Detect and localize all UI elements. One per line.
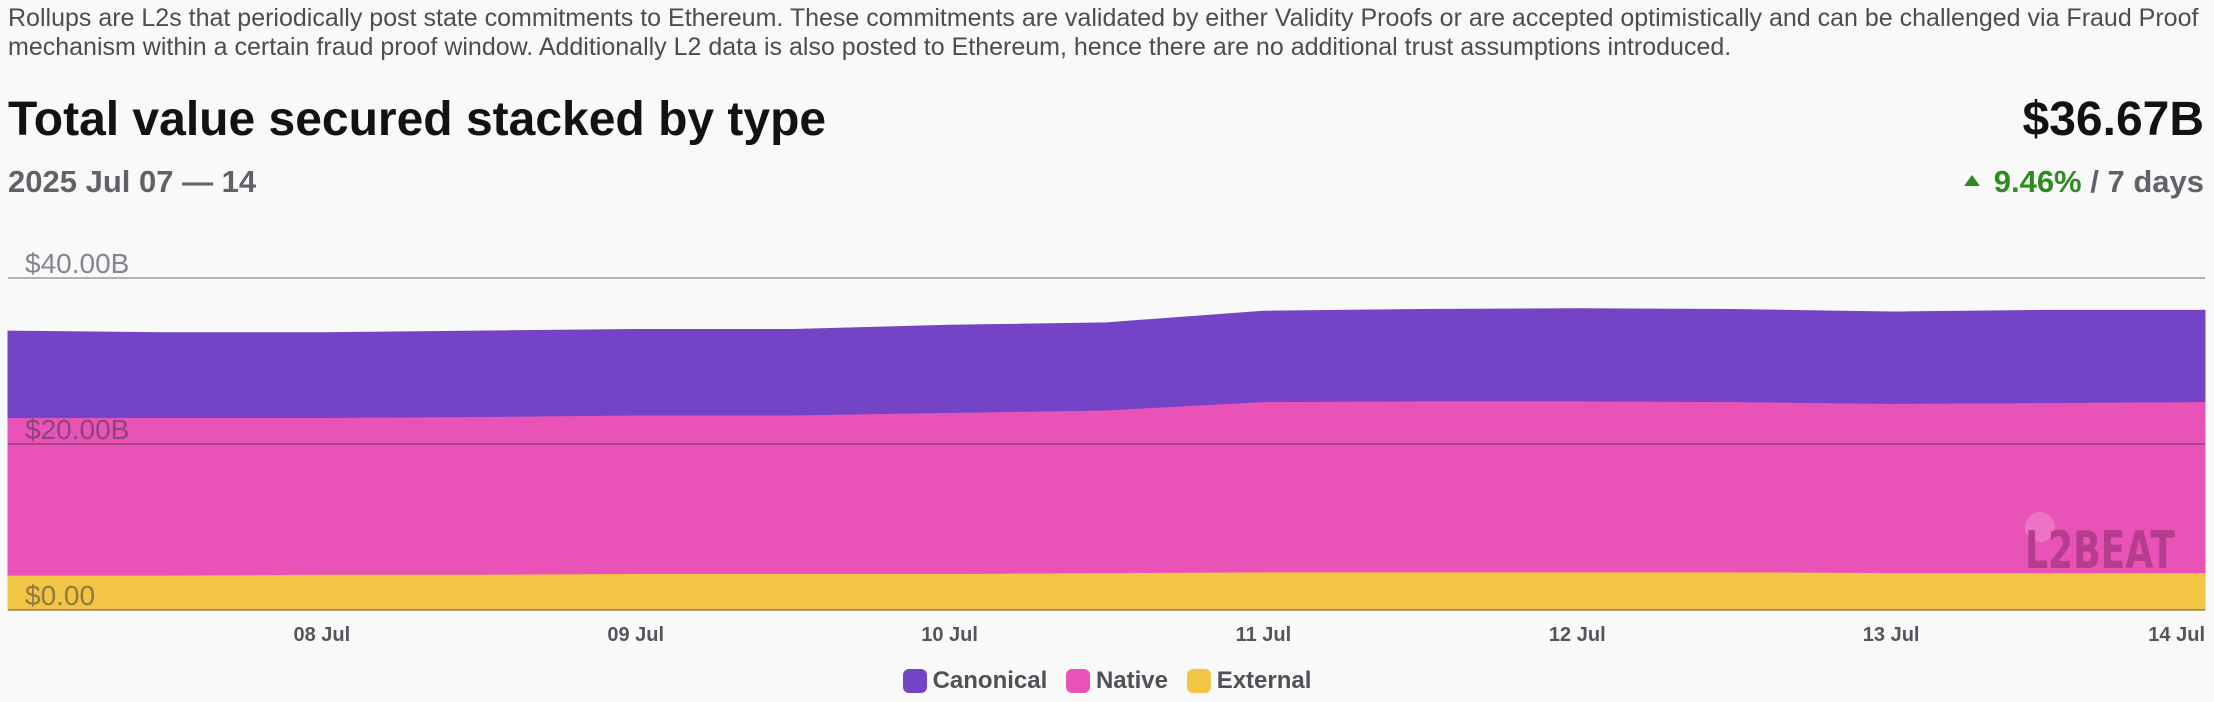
y-tick-label: $0.00	[25, 580, 95, 611]
date-range: 2025 Jul 07 — 14	[8, 164, 257, 199]
x-tick-label: 11 Jul	[1236, 624, 1292, 646]
legend-item-native[interactable]: Native	[1065, 666, 1169, 696]
change-period: / 7 days	[2090, 164, 2204, 199]
legend-item-canonical[interactable]: Canonical	[902, 666, 1048, 696]
x-tick-label: 08 Jul	[294, 624, 351, 646]
change-summary: 9.46% / 7 days	[1963, 163, 2204, 201]
description: Rollups are L2s that periodically post s…	[8, 4, 2199, 61]
x-tick-label: 09 Jul	[607, 624, 664, 646]
x-tick-label: 12 Jul	[1549, 624, 1606, 646]
native-swatch	[1065, 669, 1090, 693]
external-swatch	[1186, 669, 1211, 693]
svg-text:L2BEAT: L2BEAT	[2025, 521, 2175, 581]
legend-label-native: Native	[1095, 667, 1169, 694]
y-tick-label: $20.00B	[25, 414, 129, 445]
x-tick-label: 10 Jul	[921, 624, 978, 646]
area-native	[7, 400, 2206, 576]
change-percent: 9.46%	[1993, 164, 2082, 199]
area-canonical	[7, 308, 2206, 418]
canonical-swatch	[902, 669, 927, 693]
total-value: $36.67B	[2022, 93, 2204, 146]
area-external	[7, 571, 2206, 611]
stacked-area-chart[interactable]: $0.00 $20.00B $40.00B 08 Jul 09 Jul 10 Jul 11 …	[0, 230, 2214, 650]
legend-label-canonical: Canonical	[932, 667, 1048, 694]
x-tick-label: 13 Jul	[1863, 624, 1920, 646]
legend-item-external[interactable]: External	[1186, 666, 1312, 696]
l2beat-watermark-logo: L2BEAT	[2025, 512, 2175, 581]
y-tick-label: $40.00B	[25, 248, 129, 279]
chart-title: Total value secured stacked by type	[8, 93, 827, 146]
legend-label-external: External	[1216, 667, 1312, 694]
up-arrow-icon	[1963, 175, 1980, 186]
legend: Canonical Native External	[0, 666, 2214, 701]
x-tick-label: 14 Jul	[2148, 624, 2205, 646]
